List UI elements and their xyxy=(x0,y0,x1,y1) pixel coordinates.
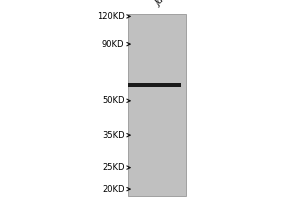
Text: 50KD: 50KD xyxy=(102,96,124,105)
Text: 90KD: 90KD xyxy=(102,40,124,49)
Text: Jurkat: Jurkat xyxy=(154,0,179,8)
Bar xyxy=(128,83,181,87)
Text: 25KD: 25KD xyxy=(102,163,124,172)
Text: 120KD: 120KD xyxy=(97,12,124,21)
Bar xyxy=(128,14,186,196)
Text: 20KD: 20KD xyxy=(102,185,124,194)
Text: 35KD: 35KD xyxy=(102,131,124,140)
